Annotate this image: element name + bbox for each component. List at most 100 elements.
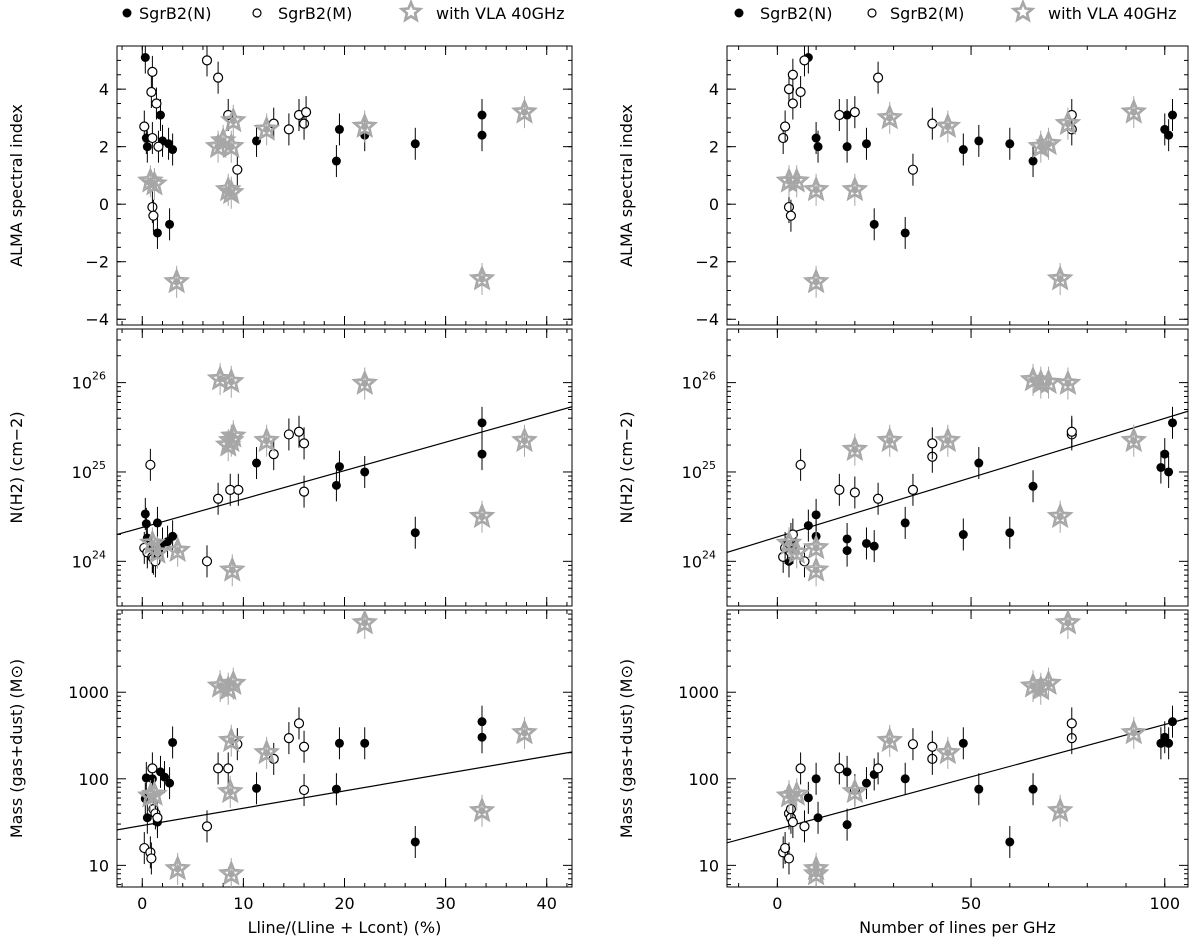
- data-point-sgrb2n: [1028, 784, 1038, 794]
- star-dot: [1056, 275, 1064, 283]
- star-inner: [779, 533, 799, 552]
- data-point-sgrb2n: [155, 110, 165, 120]
- data-point-sgrb2n: [1028, 156, 1038, 166]
- data-point-sgrb2m: [298, 438, 310, 449]
- star-dot: [944, 122, 952, 131]
- star-dot: [944, 749, 952, 757]
- star-outer: [511, 718, 538, 745]
- star-marker: [1010, 0, 1036, 23]
- star-outer: [1035, 129, 1062, 156]
- star-inner: [257, 119, 277, 138]
- data-point-sgrb2n: [861, 139, 871, 149]
- data-point-sgrb2n: [813, 142, 823, 152]
- star-inner: [221, 182, 241, 201]
- data-point-vla: [802, 854, 830, 881]
- legend-sgrb2m-label: SgrB2(M): [890, 4, 964, 23]
- fit-line: [117, 751, 572, 831]
- data-point-sgrb2n: [900, 518, 910, 528]
- star-outer: [1046, 502, 1074, 529]
- panel-frame: [116, 609, 573, 888]
- star-outer: [934, 426, 962, 453]
- data-point-sgrb2n: [842, 534, 852, 544]
- star-inner: [880, 730, 900, 749]
- data-point-sgrb2m: [872, 493, 884, 504]
- data-point-sgrb2n: [360, 738, 370, 748]
- star-outer: [216, 777, 244, 804]
- data-point-vla: [218, 556, 246, 582]
- data-point-sgrb2m: [872, 763, 884, 774]
- star-inner: [223, 673, 243, 692]
- data-point-sgrb2m: [787, 816, 798, 828]
- star-inner: [787, 171, 807, 190]
- data-point-vla: [219, 422, 247, 448]
- data-point-sgrb2m: [1066, 718, 1077, 729]
- y-tick-exponent: 25: [92, 459, 106, 472]
- data-point-sgrb2m: [780, 842, 791, 854]
- star-inner: [257, 430, 277, 449]
- y-tick-exponent: 26: [92, 370, 106, 383]
- data-point-sgrb2m: [298, 486, 310, 497]
- star-dot: [1044, 679, 1053, 688]
- star-outer: [1054, 369, 1082, 395]
- star-dot: [886, 114, 894, 122]
- x-tick-label: 0: [772, 894, 782, 913]
- star-outer: [164, 536, 192, 562]
- star-dot: [478, 807, 486, 815]
- data-point-vla: [934, 426, 962, 453]
- y-tick-label: 10: [682, 463, 702, 482]
- star-dot: [174, 865, 182, 873]
- star-outer: [144, 538, 171, 564]
- star-dot: [785, 539, 793, 548]
- star-inner: [167, 271, 187, 290]
- star-dot: [361, 619, 369, 627]
- star-inner: [880, 430, 900, 449]
- star-outer: [1054, 109, 1082, 136]
- data-point-vla: [511, 426, 538, 453]
- star-dot: [1064, 619, 1072, 627]
- data-point-sgrb2m: [785, 210, 797, 221]
- star-inner: [806, 560, 826, 579]
- data-point-sgrb2n: [142, 142, 152, 152]
- star-dot: [1056, 807, 1064, 815]
- star-inner: [845, 781, 865, 800]
- star-outer: [1035, 669, 1062, 695]
- plot-area: [117, 610, 572, 887]
- data-point-vla: [253, 426, 281, 453]
- data-point-sgrb2m: [783, 201, 795, 213]
- data-point-sgrb2n: [140, 53, 150, 63]
- data-point-vla: [1035, 129, 1062, 156]
- star-outer: [511, 426, 538, 453]
- data-point-sgrb2n: [477, 110, 487, 120]
- data-point-sgrb2m: [795, 763, 806, 774]
- data-point-sgrb2m: [907, 164, 919, 175]
- star-outer: [219, 422, 247, 448]
- data-point-sgrb2n: [1164, 130, 1174, 140]
- panel-frame: [726, 609, 1189, 888]
- data-point-sgrb2n: [842, 142, 852, 152]
- star-outer: [219, 669, 247, 695]
- data-point-sgrb2n: [165, 219, 175, 229]
- star-inner: [806, 858, 826, 877]
- data-point-sgrb2n: [869, 541, 879, 551]
- data-point-sgrb2n: [974, 784, 984, 794]
- star-outer: [876, 726, 904, 753]
- data-point-sgrb2m: [201, 55, 213, 66]
- data-point-sgrb2m: [233, 484, 244, 495]
- data-point-sgrb2m: [783, 853, 795, 864]
- panel-frame: [726, 45, 1189, 326]
- star-dot: [227, 870, 235, 878]
- star-outer: [802, 533, 830, 560]
- star-inner: [472, 506, 492, 525]
- data-point-sgrb2m: [213, 72, 224, 83]
- star-outer: [217, 132, 245, 159]
- y-tick-label: 10: [72, 463, 92, 482]
- legend-filled-marker: [734, 8, 744, 18]
- star-inner: [355, 373, 375, 392]
- y-tick-label: −2: [85, 253, 109, 272]
- star-dot: [153, 548, 162, 556]
- data-point-sgrb2m: [785, 803, 797, 815]
- star-outer: [783, 780, 811, 806]
- data-point-vla: [1120, 98, 1148, 124]
- data-point-sgrb2n: [842, 767, 852, 777]
